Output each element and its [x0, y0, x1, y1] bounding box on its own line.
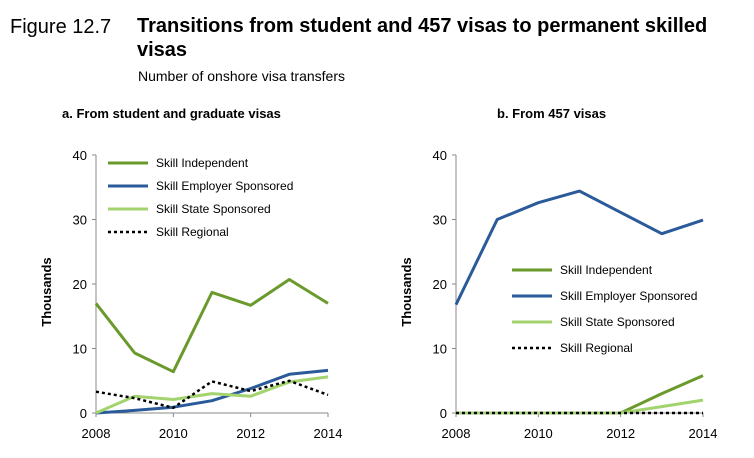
panel-b-plot: 0 10 20 30 40 2008 2010 2012 2014 Thousands Skill …	[399, 148, 717, 441]
panel-b-series-line-2	[456, 398, 704, 415]
panel-a-series-line-0	[94, 278, 329, 374]
panel-b-legend-label: Skill Employer Sponsored	[560, 289, 697, 303]
panel-a-legend-label: Skill Independent	[156, 156, 249, 170]
panel-b-x-tick-label: 2014	[689, 426, 718, 441]
panel-a-y-tick-label: 10	[73, 342, 87, 357]
panel-b-legend-label: Skill Independent	[560, 263, 653, 277]
figure-subtitle: Number of onshore visa transfers	[138, 68, 345, 84]
panel-a-y-tick-label: 0	[80, 406, 87, 421]
panel-a-legend-label: Skill State Sponsored	[156, 202, 271, 216]
panel-a-y-tick-label: 30	[73, 213, 87, 228]
panel-b-y-tick-label: 0	[440, 406, 447, 421]
panel-a-y-axis-label: Thousands	[39, 257, 54, 326]
panel-b-y-tick-label: 30	[433, 213, 447, 228]
panel-a-legend-label: Skill Regional	[156, 225, 229, 239]
panel-a-legend-label: Skill Employer Sponsored	[156, 179, 293, 193]
panel-a-x-tick-label: 2014	[314, 426, 343, 441]
panel-b-y-axis-label: Thousands	[399, 257, 414, 326]
panel-a-series-line-3	[95, 379, 329, 410]
panel-a-y-tick-label: 40	[73, 148, 87, 163]
panel-b-y-tick-label: 20	[433, 277, 447, 292]
panel-b-x-tick-label: 2010	[524, 426, 553, 441]
panel-b-legend-label: Skill Regional	[560, 341, 633, 355]
panel-a-x-tick-label: 2012	[236, 426, 265, 441]
figure-title: Transitions from student and 457 visas t…	[137, 15, 708, 61]
panel-a-title: a. From student and graduate visas	[62, 106, 281, 121]
panel-b-legend-label: Skill State Sponsored	[560, 315, 675, 329]
panel-a-y-tick-label: 20	[73, 277, 87, 292]
panel-b-title: b. From 457 visas	[497, 106, 607, 121]
figure-label: Figure 12.7	[10, 16, 112, 38]
panel-b-y-tick-label: 40	[433, 148, 447, 163]
panel-b-y-tick-label: 10	[433, 342, 447, 357]
panel-b-x-tick-label: 2012	[606, 426, 635, 441]
panel-a-series-line-1	[95, 368, 329, 415]
panel-b-series-line-1	[454, 189, 704, 306]
panel-a-x-tick-label: 2010	[159, 426, 188, 441]
panel-b-x-tick-label: 2008	[442, 426, 471, 441]
panel-a-plot: 0 10 20 30 40 2008 2010 2012 2014 Thousands Skill …	[39, 148, 342, 441]
panel-a-x-tick-label: 2008	[82, 426, 111, 441]
